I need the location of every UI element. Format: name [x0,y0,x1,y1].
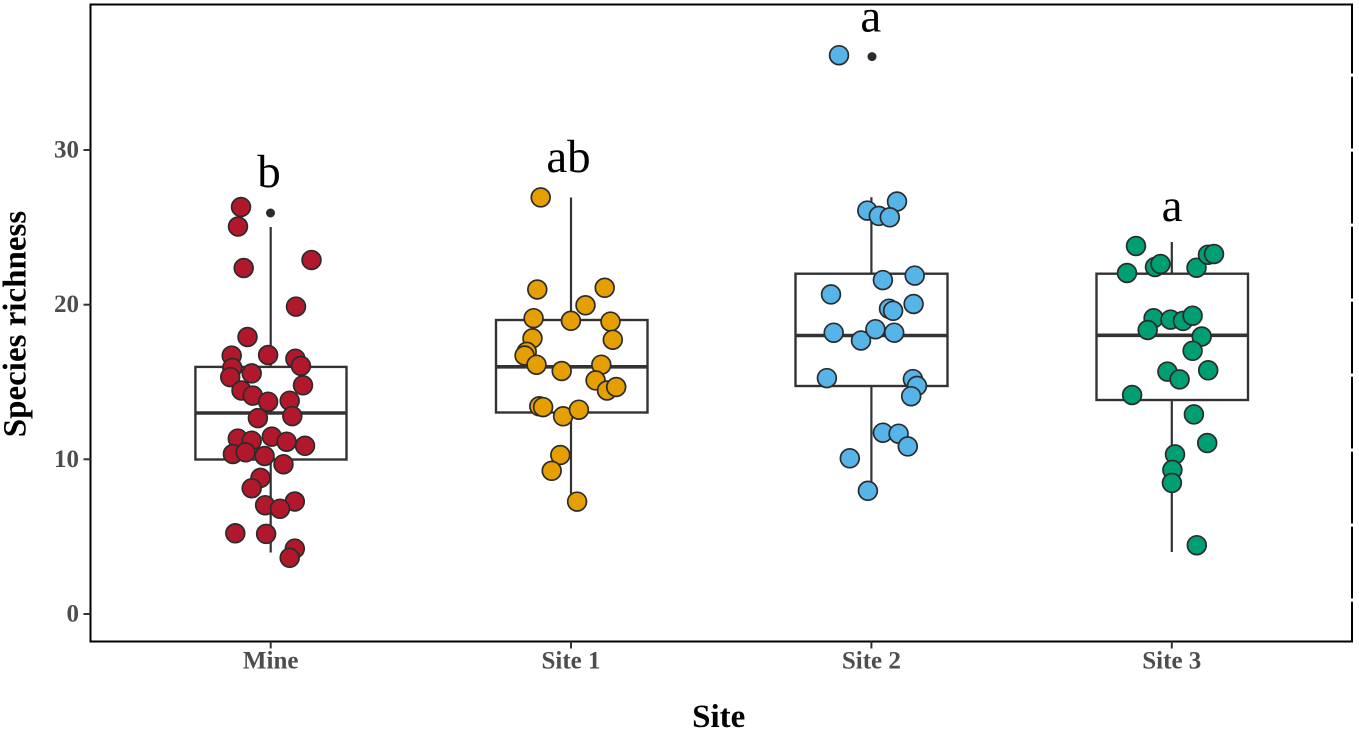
svg-text:a: a [860,0,881,43]
svg-text:Species richness: Species richness [0,211,34,438]
svg-text:b: b [257,146,281,198]
svg-text:Site: Site [692,699,745,732]
svg-text:Mine: Mine [243,648,299,675]
svg-text:10: 10 [54,446,79,473]
svg-text:Site 3: Site 3 [1142,648,1201,675]
svg-text:0: 0 [67,601,80,628]
svg-text:Site 1: Site 1 [541,648,600,675]
svg-text:30: 30 [54,137,79,164]
svg-text:Site 2: Site 2 [842,648,901,675]
svg-text:20: 20 [54,291,79,318]
svg-text:ab: ab [546,131,590,183]
svg-text:a: a [1162,180,1183,232]
